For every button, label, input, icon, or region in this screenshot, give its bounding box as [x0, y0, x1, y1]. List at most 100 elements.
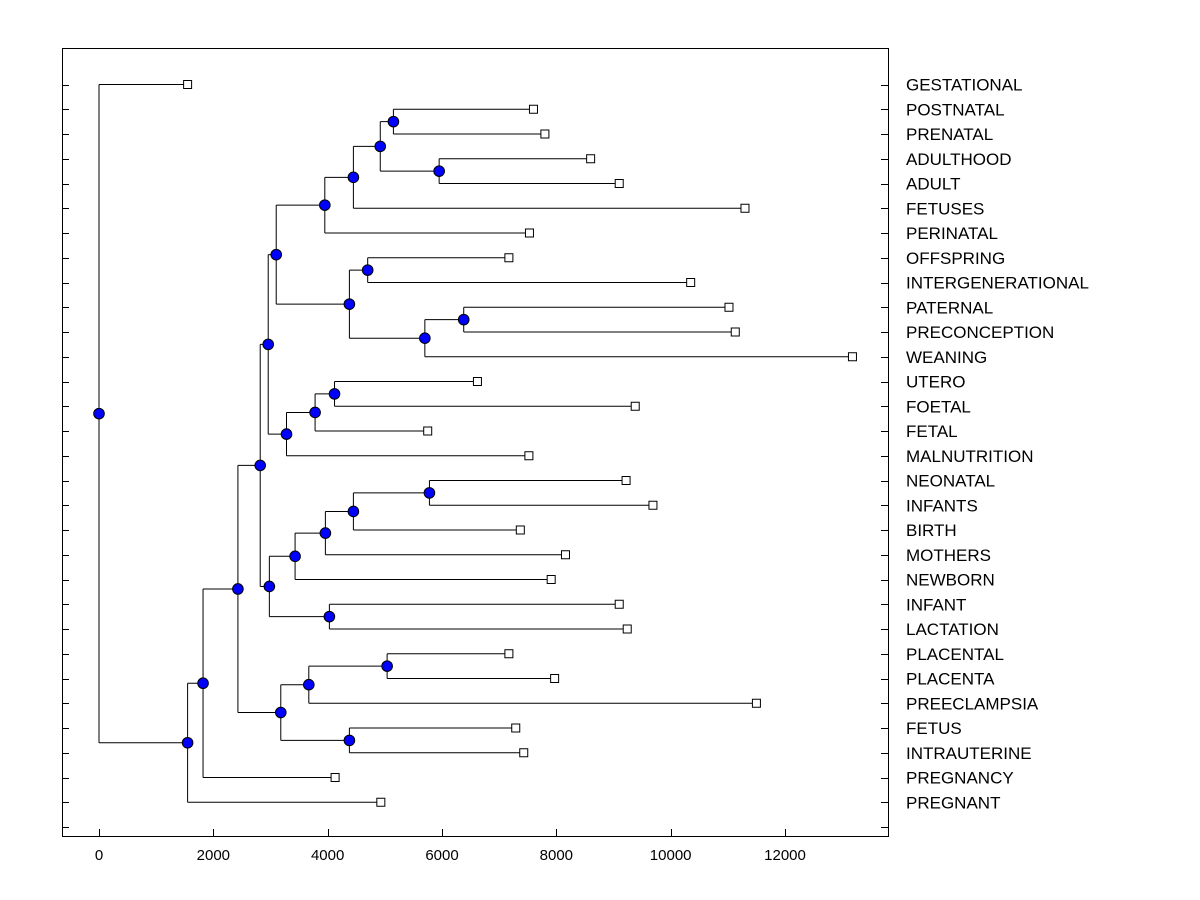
plot-frame: [62, 48, 889, 837]
internal-node-marker: [263, 580, 276, 593]
leaf-node-marker: [622, 624, 632, 634]
leaf-label: NEWBORN: [906, 571, 995, 590]
internal-node-marker: [343, 298, 356, 310]
leaf-node-marker: [740, 203, 750, 213]
leaf-label: MALNUTRITION: [906, 447, 1034, 466]
leaf-node-marker: [524, 228, 534, 238]
leaf-node-marker: [376, 797, 386, 807]
leaf-label: INFANTS: [906, 496, 978, 515]
internal-node-marker: [319, 527, 332, 539]
leaf-label: UTERO: [906, 373, 966, 392]
internal-node-marker: [347, 505, 360, 518]
internal-node-marker: [387, 115, 400, 128]
internal-node-marker: [254, 459, 267, 472]
leaf-label: POSTNATAL: [906, 100, 1005, 119]
leaf-node-marker: [847, 352, 857, 362]
leaf-node-marker: [686, 278, 696, 287]
x-tick-label: 6000: [425, 847, 458, 864]
leaf-node-marker: [524, 451, 534, 461]
leaf-node-marker: [648, 500, 658, 510]
internal-node-marker: [262, 338, 275, 351]
leaf-labels: GESTATIONAL POSTNATAL PRENATAL ADULTHOOD ADU…: [906, 76, 1089, 813]
leaf-node-marker: [504, 253, 514, 263]
leaf-label: LACTATION: [906, 620, 999, 639]
leaf-node-marker: [504, 649, 514, 659]
internal-node-marker: [433, 165, 445, 177]
leaf-label: ADULT: [906, 175, 960, 194]
internal-node-marker: [347, 171, 360, 184]
leaf-label: FETUS: [906, 719, 962, 738]
leaf-label: FOETAL: [906, 397, 971, 416]
x-tick-label: 0: [95, 847, 103, 864]
leaf-node-marker: [183, 80, 193, 89]
leaf-label: PREECLAMPSIA: [906, 694, 1039, 713]
internal-node-marker: [343, 734, 356, 747]
internal-node-marker: [309, 406, 321, 419]
left-tick-marks: [62, 85, 69, 828]
leaf-node-marker: [630, 401, 640, 411]
x-tick-label: 4000: [311, 847, 344, 864]
x-tick-label: 8000: [540, 847, 573, 864]
leaf-label: FETUSES: [906, 199, 984, 218]
leaf-label: PRECONCEPTION: [906, 323, 1054, 342]
internal-nodes: [93, 115, 470, 749]
leaf-label: INFANT: [906, 595, 966, 614]
internal-node-marker: [323, 610, 336, 623]
internal-node-marker: [181, 736, 194, 749]
leaf-node-marker: [540, 129, 550, 139]
internal-node-marker: [381, 660, 393, 672]
leaf-label: WEANING: [906, 348, 987, 367]
dendrogram-branches: [98, 84, 853, 803]
internal-node-marker: [270, 248, 283, 261]
leaf-label: OFFSPRING: [906, 249, 1005, 268]
leaf-node-marker: [528, 104, 538, 114]
leaf-label: PLACENTAL: [906, 645, 1004, 664]
internal-node-marker: [93, 407, 105, 420]
leaf-node-marker: [519, 748, 529, 758]
leaf-label: NEONATAL: [906, 472, 995, 491]
leaf-label: PERINATAL: [906, 224, 998, 243]
internal-node-marker: [319, 199, 331, 211]
x-axis-ticks: [99, 829, 786, 836]
internal-node-marker: [328, 388, 341, 400]
leaf-node-marker: [614, 179, 624, 188]
internal-node-marker: [423, 487, 436, 499]
internal-node-marker: [197, 677, 209, 690]
leaf-node-marker: [621, 476, 631, 485]
internal-node-marker: [280, 428, 293, 440]
leaf-nodes: [183, 80, 857, 807]
leaf-node-marker: [560, 550, 570, 560]
internal-node-marker: [419, 332, 431, 344]
leaf-node-marker: [724, 302, 734, 312]
leaf-label: GESTATIONAL: [906, 76, 1023, 95]
leaf-label: ADULTHOOD: [906, 150, 1011, 169]
internal-node-marker: [361, 264, 374, 276]
leaf-node-marker: [546, 575, 556, 584]
leaf-label: PREGNANT: [906, 793, 1000, 812]
leaf-label: INTRAUTERINE: [906, 744, 1032, 763]
internal-node-marker: [274, 706, 287, 719]
leaf-node-marker: [586, 154, 596, 164]
leaf-label: INTERGENERATIONAL: [906, 274, 1089, 293]
x-tick-label: 12000: [764, 847, 806, 864]
leaf-node-marker: [423, 426, 433, 436]
internal-node-marker: [289, 550, 301, 563]
internal-node-marker: [232, 583, 244, 595]
leaf-node-marker: [730, 327, 740, 337]
leaf-label: PRENATAL: [906, 125, 993, 144]
leaf-node-marker: [472, 377, 482, 386]
x-tick-label: 2000: [197, 847, 230, 864]
leaf-label: BIRTH: [906, 521, 957, 540]
leaf-node-marker: [511, 723, 521, 733]
leaf-node-marker: [614, 599, 624, 609]
leaf-node-marker: [550, 674, 560, 683]
leaf-label: PATERNAL: [906, 298, 993, 317]
leaf-label: PREGNANCY: [906, 769, 1014, 788]
leaf-node-marker: [515, 525, 525, 535]
internal-node-marker: [457, 313, 470, 326]
leaf-label: PLACENTA: [906, 670, 995, 689]
x-tick-labels: 0 2000 4000 6000 8000 10000 12000: [95, 847, 806, 864]
internal-node-marker: [303, 678, 315, 691]
right-tick-marks: [881, 85, 888, 828]
